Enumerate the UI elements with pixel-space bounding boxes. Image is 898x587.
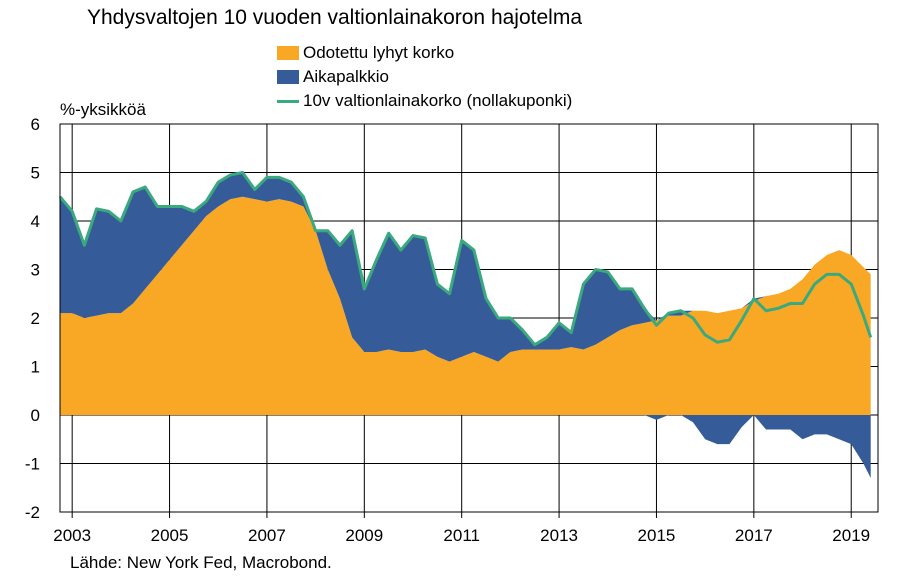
- legend-item-term-premium: Aikapalkkio: [277, 65, 572, 89]
- legend-item-10y-yield: 10v valtionlainakorko (nollakuponki): [277, 89, 572, 113]
- legend-swatch-green-line: [277, 99, 299, 103]
- area-term-premium-negative: [60, 415, 871, 479]
- x-tick-label: 2017: [735, 526, 773, 545]
- legend-swatch-orange: [277, 46, 299, 60]
- line-layer: [58, 171, 873, 347]
- x-tick-label: 2007: [248, 526, 286, 545]
- y-tick-label: 3: [31, 261, 40, 280]
- x-tick-label: 2013: [540, 526, 578, 545]
- y-tick-label: 2: [31, 309, 40, 328]
- legend-label: 10v valtionlainakorko (nollakuponki): [303, 91, 573, 110]
- x-tick-label: 2011: [443, 526, 480, 545]
- y-tick-label: -1: [25, 455, 40, 474]
- x-tick-label: 2003: [53, 526, 91, 545]
- legend-label: Odotettu lyhyt korko: [303, 43, 455, 62]
- y-tick-label: 6: [31, 115, 40, 134]
- x-tick-label: 2019: [832, 526, 870, 545]
- y-tick-label: 0: [31, 406, 40, 425]
- legend: Odotettu lyhyt korko Aikapalkkio 10v val…: [277, 41, 572, 113]
- chart-title: Yhdysvaltojen 10 vuoden valtionlainakoro…: [87, 6, 582, 29]
- line-10y-yield: [58, 171, 873, 347]
- source-note: Lähde: New York Fed, Macrobond.: [70, 553, 332, 572]
- area-layer: [60, 172, 871, 479]
- y-tick-label: 5: [31, 164, 40, 183]
- legend-swatch-blue: [277, 70, 299, 84]
- area-expected-short-rate: [60, 196, 871, 415]
- y-tick-label: 1: [31, 358, 40, 377]
- y-axis-unit-label: %-yksikköä: [60, 100, 146, 119]
- y-tick-label: -2: [25, 503, 40, 522]
- legend-item-expected-short-rate: Odotettu lyhyt korko: [277, 41, 572, 65]
- x-tick-label: 2005: [151, 526, 189, 545]
- plot-frame: [59, 123, 879, 513]
- x-tick-label: 2015: [638, 526, 676, 545]
- y-tick-label: 4: [31, 212, 40, 231]
- axis-layer: -2 -1 0 1 2 3 4 5 6 2003 2005 2007 2009 2011 2013 2015 2…: [25, 115, 879, 545]
- x-tick-label: 2009: [345, 526, 383, 545]
- legend-label: Aikapalkkio: [303, 67, 389, 86]
